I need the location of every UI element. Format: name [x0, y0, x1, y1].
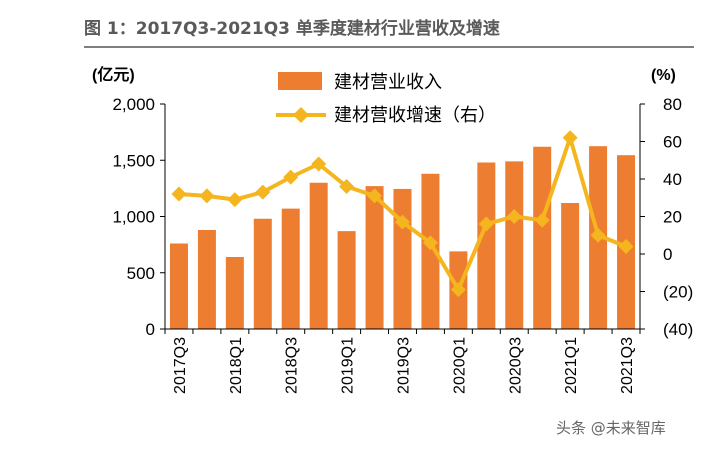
bar-2018Q2	[253, 218, 272, 329]
x-tick-label: 2019Q3	[396, 337, 413, 394]
bar-2020Q4	[533, 146, 552, 329]
growth-point-2017Q4	[199, 188, 215, 204]
right-tick-label: (20)	[663, 283, 693, 302]
axes: 0 500 1,000 1,500 2,000 (亿元) (40) (20) 0 20 40 60 80…	[92, 65, 693, 394]
right-tick-label: 80	[663, 95, 682, 114]
bar-2019Q2	[365, 186, 384, 329]
x-tick-label: 2017Q3	[172, 337, 189, 394]
growth-point-2019Q3	[395, 214, 410, 230]
bar-2020Q3	[505, 161, 524, 329]
title-divider	[84, 46, 694, 48]
bar-2018Q1	[225, 257, 244, 329]
bar-2020Q2	[477, 162, 496, 329]
right-tick-label: (40)	[663, 320, 693, 339]
watermark: 头条 @未来智库	[556, 419, 666, 437]
left-tick-label: 0	[146, 320, 155, 339]
bar-series	[169, 146, 636, 329]
x-tick-label: 2021Q3	[619, 337, 636, 394]
right-tick-label: 0	[663, 245, 672, 264]
growth-point-2018Q2	[255, 184, 271, 200]
growth-point-2019Q2	[367, 188, 383, 204]
growth-point-2020Q4	[534, 212, 550, 228]
bar-2019Q4	[421, 173, 440, 329]
growth-point-2021Q3	[618, 239, 634, 254]
growth-point-2020Q3	[506, 209, 522, 224]
growth-point-2019Q4	[422, 235, 438, 251]
bar-2019Q1	[337, 231, 356, 329]
legend-line-marker	[293, 107, 309, 123]
x-tick-label: 2021Q1	[563, 337, 580, 394]
growth-point-2019Q1	[339, 179, 355, 194]
bar-2017Q4	[197, 230, 216, 329]
growth-point-2021Q1	[562, 130, 578, 146]
growth-point-2021Q2	[590, 227, 606, 243]
left-tick-label: 2,000	[112, 95, 155, 114]
left-axis-unit: (亿元)	[92, 65, 135, 84]
x-tick-label: 2020Q3	[507, 337, 524, 394]
left-tick-label: 1,000	[112, 208, 155, 227]
legend-bar-swatch	[278, 72, 322, 90]
bar-2017Q3	[169, 243, 188, 329]
line-series	[171, 130, 634, 298]
growth-point-2018Q3	[283, 169, 299, 185]
x-tick-label: 2019Q1	[340, 337, 357, 394]
right-tick-label: 60	[663, 133, 682, 152]
left-tick-label: 1,500	[112, 151, 155, 170]
right-axis-unit: (%)	[651, 67, 676, 84]
x-tick-label: 2018Q1	[228, 337, 245, 394]
right-tick-label: 20	[663, 208, 682, 227]
growth-point-2018Q1	[227, 192, 243, 208]
bar-2021Q1	[561, 203, 580, 329]
x-tick-label: 2020Q1	[451, 337, 468, 394]
growth-point-2017Q3	[171, 186, 187, 202]
bar-2019Q3	[393, 188, 412, 329]
left-tick-label: 500	[127, 264, 155, 283]
chart-title: 图 1：2017Q3-2021Q3 单季度建材行业营收及增速	[84, 19, 500, 39]
legend-line-label: 建材营收增速（右）	[334, 105, 496, 125]
bar-2018Q3	[281, 208, 300, 329]
growth-point-2018Q4	[311, 156, 327, 172]
right-tick-label: 40	[663, 170, 682, 189]
growth-point-2020Q1	[450, 282, 466, 298]
growth-point-2020Q2	[478, 216, 494, 232]
x-tick-label: 2018Q3	[284, 337, 301, 394]
legend-bar-label: 建材营业收入	[334, 72, 442, 92]
bar-2018Q4	[309, 182, 328, 329]
